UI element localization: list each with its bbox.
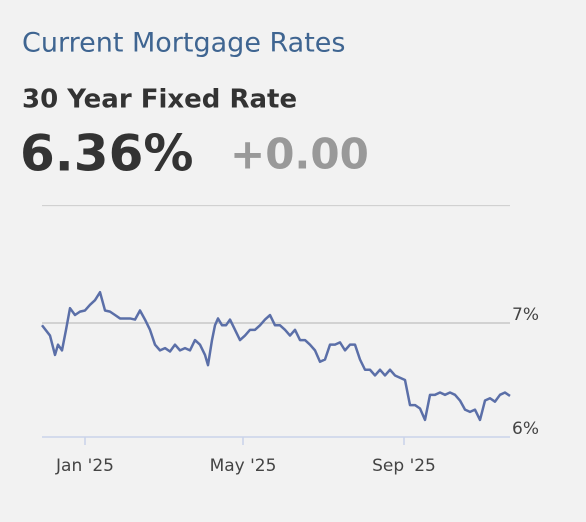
rate: 6.36% — [20, 125, 193, 183]
title: Current Mortgage Rates — [22, 28, 346, 59]
y-tick-label: 7% — [512, 305, 539, 325]
x-tick-label: Jan '25 — [55, 456, 114, 476]
x-tick-label: May '25 — [210, 456, 277, 476]
subtitle: 30 Year Fixed Rate — [22, 85, 297, 115]
change: +0.00 — [230, 130, 369, 179]
x-tick-label: Sep '25 — [372, 456, 436, 476]
rate-line — [41, 290, 511, 422]
y-tick-label: 6% — [512, 419, 539, 439]
